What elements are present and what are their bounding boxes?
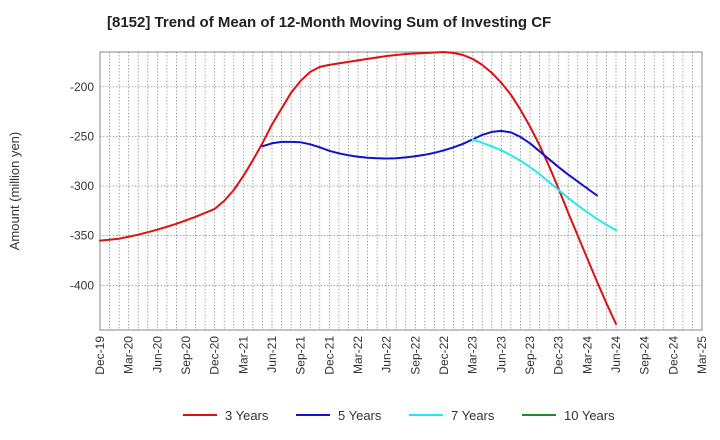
- y-tick-label: -250: [70, 129, 94, 143]
- x-tick-label: Mar-22: [351, 336, 365, 374]
- x-tick-label: Jun-20: [150, 336, 164, 373]
- x-tick-label: Sep-21: [294, 336, 308, 375]
- y-tick-label: -400: [70, 278, 94, 292]
- x-tick-label: Mar-24: [580, 336, 594, 374]
- x-tick-label: Dec-19: [93, 336, 107, 375]
- y-axis-ticks: -400 -350 -300 -250 -200: [70, 80, 94, 293]
- legend: 3 Years 5 Years 7 Years 10 Years: [183, 408, 615, 423]
- x-tick-label: Jun-21: [265, 336, 279, 373]
- x-tick-label: Mar-23: [466, 336, 480, 374]
- plot-area: [99, 51, 703, 331]
- chart-title: [8152] Trend of Mean of 12-Month Moving …: [107, 14, 552, 31]
- x-tick-label: Mar-25: [695, 336, 709, 374]
- series-line-7-years: [471, 138, 617, 232]
- x-tick-label: Jun-23: [494, 336, 508, 373]
- x-tick-label: Mar-20: [122, 336, 136, 374]
- x-tick-label: Mar-21: [236, 336, 250, 374]
- x-tick-label: Dec-23: [552, 336, 566, 375]
- series-lines: [99, 51, 617, 325]
- x-tick-label: Sep-20: [179, 336, 193, 375]
- x-tick-label: Sep-23: [523, 336, 537, 375]
- x-tick-label: Dec-20: [208, 336, 222, 375]
- x-axis-ticks: Dec-19 Mar-20 Jun-20 Sep-20 Dec-20 Mar-21 Jun-…: [93, 336, 709, 375]
- series-line-5-years: [261, 129, 598, 197]
- y-tick-label: -350: [70, 229, 94, 243]
- legend-label-10-years: 10 Years: [564, 408, 615, 423]
- x-tick-label: Sep-22: [408, 336, 422, 375]
- x-tick-label: Dec-22: [437, 336, 451, 375]
- x-tick-label: Dec-21: [322, 336, 336, 375]
- y-tick-label: -200: [70, 80, 94, 94]
- x-tick-label: Sep-24: [638, 336, 652, 375]
- x-tick-label: Dec-24: [666, 336, 680, 375]
- x-tick-label: Jun-24: [609, 336, 623, 373]
- legend-label-3-years: 3 Years: [225, 408, 269, 423]
- legend-label-5-years: 5 Years: [338, 408, 382, 423]
- y-axis-label: Amount (million yen): [7, 132, 22, 251]
- y-tick-label: -300: [70, 179, 94, 193]
- grid-lines: [100, 52, 702, 330]
- legend-label-7-years: 7 Years: [451, 408, 495, 423]
- series-line-3-years: [99, 51, 617, 325]
- x-tick-label: Jun-22: [380, 336, 394, 373]
